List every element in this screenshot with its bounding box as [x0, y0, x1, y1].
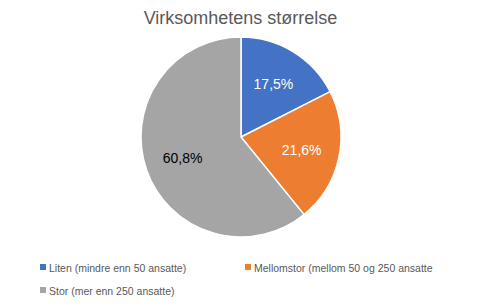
slice — [141, 37, 304, 237]
legend-swatch — [245, 264, 251, 270]
background — [0, 0, 481, 306]
legend-item: Liten (mindre enn 50 ansatte) — [40, 262, 186, 274]
legend-item: Mellomstor (mellom 50 og 250 ansatte — [245, 262, 433, 274]
data-label: 17,5% — [254, 76, 294, 92]
chart: Virksomhetens størrelse 17,5% 21,6% 60,8% Li… — [0, 0, 481, 306]
data-label: 21,6% — [282, 142, 322, 158]
title: Virksomhetens størrelse — [144, 8, 338, 28]
legend-swatch — [40, 264, 46, 270]
legend: Liten (mindre enn 50 ansatte) Mellomstor … — [40, 262, 433, 297]
pie — [141, 37, 341, 237]
legend-item: Stor (mer enn 250 ansatte) — [40, 285, 174, 297]
legend-label: Stor (mer enn 250 ansatte) — [49, 285, 174, 297]
data-labels: 17,5% 21,6% 60,8% — [163, 76, 322, 166]
legend-swatch — [40, 287, 46, 293]
data-label: 60,8% — [163, 150, 203, 166]
legend-label: Liten (mindre enn 50 ansatte) — [49, 262, 186, 274]
legend-label: Mellomstor (mellom 50 og 250 ansatte — [254, 262, 433, 274]
